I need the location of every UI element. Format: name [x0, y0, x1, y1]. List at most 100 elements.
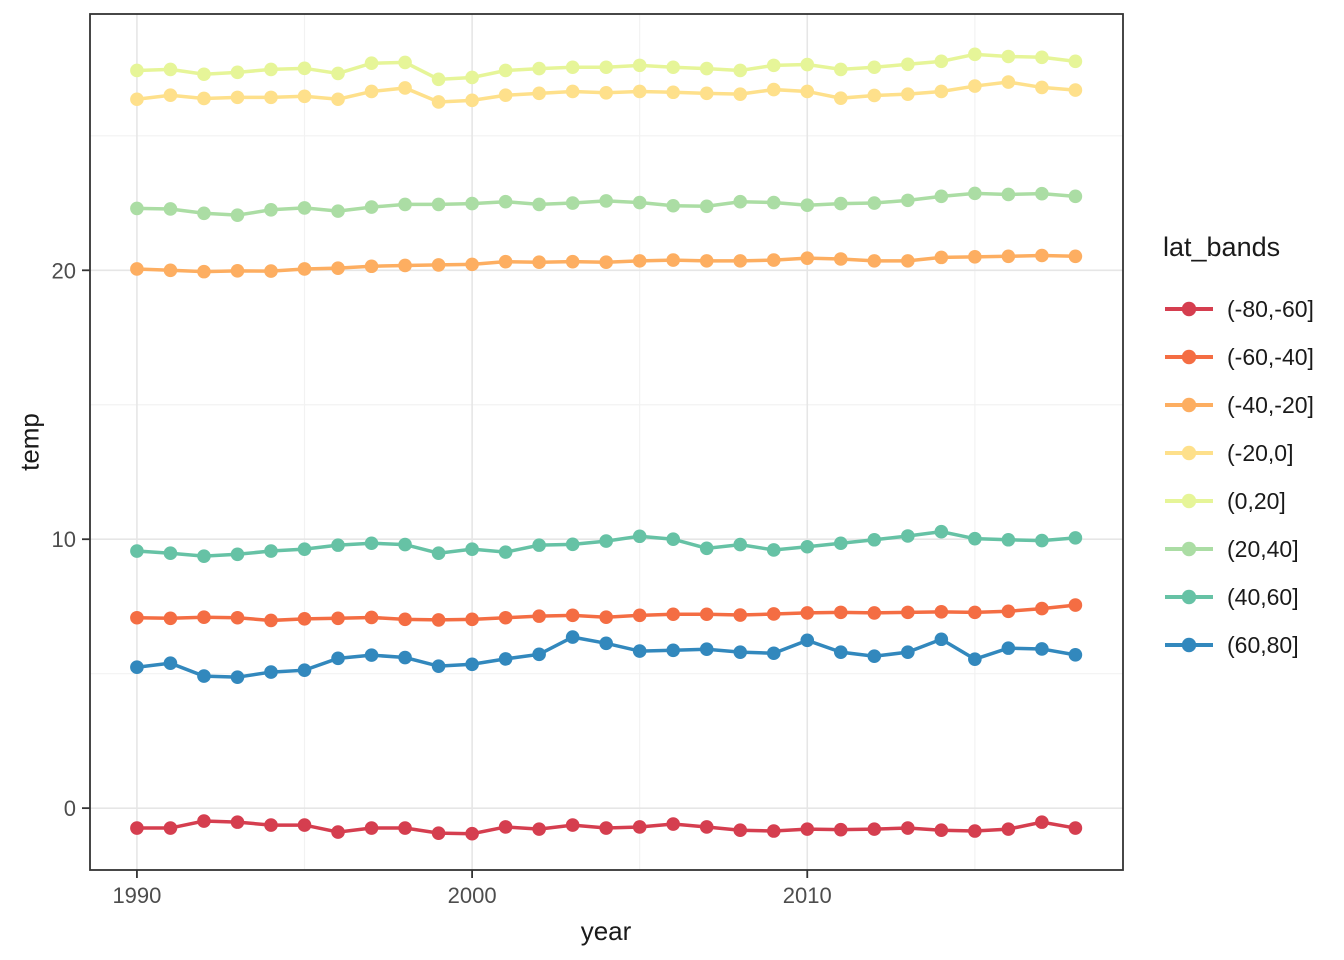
legend-key-icon — [1165, 589, 1213, 605]
data-point — [431, 613, 446, 627]
data-point — [163, 263, 178, 278]
data-point — [532, 197, 546, 212]
data-point — [833, 822, 848, 837]
data-point — [901, 821, 915, 835]
data-point — [398, 650, 412, 665]
plot-panel — [90, 14, 1123, 870]
data-point — [1001, 75, 1016, 89]
data-point — [901, 254, 915, 268]
data-point — [699, 254, 714, 268]
data-point — [130, 201, 144, 216]
data-point — [833, 91, 848, 105]
data-point — [632, 195, 647, 210]
data-point — [532, 609, 546, 623]
data-point — [1035, 50, 1049, 65]
data-point — [163, 202, 178, 216]
data-point — [833, 536, 848, 551]
data-point — [901, 605, 915, 620]
data-point — [565, 537, 580, 552]
data-point — [197, 814, 211, 828]
data-point — [1001, 532, 1016, 547]
legend-item: (-60,-40] — [1163, 333, 1314, 381]
legend-item-label: (-60,-40] — [1227, 343, 1314, 370]
data-point — [766, 82, 781, 97]
data-point — [1001, 249, 1016, 264]
data-point — [264, 202, 278, 217]
data-point — [733, 645, 748, 659]
data-point — [867, 196, 882, 210]
data-point — [498, 254, 513, 269]
data-point — [766, 58, 781, 73]
data-point — [398, 81, 412, 95]
data-point — [833, 605, 848, 620]
data-point — [968, 47, 982, 62]
data-point — [130, 660, 144, 675]
data-point — [632, 529, 647, 544]
data-point — [867, 88, 882, 103]
data-point — [297, 201, 312, 215]
data-point — [297, 542, 312, 556]
data-point — [699, 61, 714, 76]
data-point — [230, 90, 245, 105]
data-point — [1035, 642, 1049, 656]
data-point — [800, 84, 815, 99]
data-point — [833, 196, 848, 211]
data-point — [364, 821, 379, 835]
data-point — [331, 611, 345, 626]
data-point — [264, 665, 278, 679]
data-point — [532, 822, 546, 836]
data-point — [398, 537, 412, 552]
data-point — [833, 645, 848, 659]
data-point — [230, 670, 245, 684]
legend-key-icon — [1165, 541, 1213, 557]
data-point — [800, 198, 815, 213]
data-point — [733, 63, 748, 78]
data-point — [163, 546, 178, 561]
data-point — [800, 251, 815, 265]
data-point — [163, 62, 178, 77]
data-point — [163, 821, 178, 835]
data-point — [331, 538, 345, 552]
data-point — [297, 61, 312, 76]
data-point — [766, 253, 781, 267]
data-point — [867, 254, 882, 268]
data-point — [632, 608, 647, 623]
data-point — [766, 195, 781, 210]
data-point — [297, 818, 312, 832]
data-point — [1001, 641, 1016, 655]
data-point — [398, 821, 412, 835]
data-point — [465, 657, 479, 672]
data-point — [599, 60, 613, 75]
data-point — [599, 194, 613, 208]
data-point — [431, 197, 446, 212]
data-point — [934, 605, 949, 619]
data-point — [666, 643, 680, 658]
data-point — [666, 60, 680, 75]
data-point — [666, 532, 680, 547]
data-point — [331, 825, 345, 839]
data-point — [699, 820, 714, 834]
data-point — [968, 652, 982, 666]
data-point — [398, 55, 412, 70]
data-point — [532, 255, 546, 270]
data-point — [532, 538, 546, 552]
data-point — [230, 610, 245, 625]
data-point — [230, 547, 245, 562]
data-point — [331, 204, 345, 218]
data-point — [934, 189, 949, 204]
data-point — [264, 544, 278, 558]
x-tick-label: 2010 — [783, 883, 832, 908]
data-point — [498, 88, 513, 103]
data-point — [733, 608, 748, 622]
x-tick-label: 1990 — [112, 883, 161, 908]
data-point — [867, 606, 882, 620]
data-point — [1001, 187, 1016, 202]
data-point — [800, 822, 815, 836]
data-point — [331, 92, 345, 107]
data-point — [968, 605, 982, 620]
legend-item: (40,60] — [1163, 573, 1314, 621]
data-point — [901, 87, 915, 101]
data-point — [364, 200, 379, 214]
data-point — [599, 534, 613, 548]
